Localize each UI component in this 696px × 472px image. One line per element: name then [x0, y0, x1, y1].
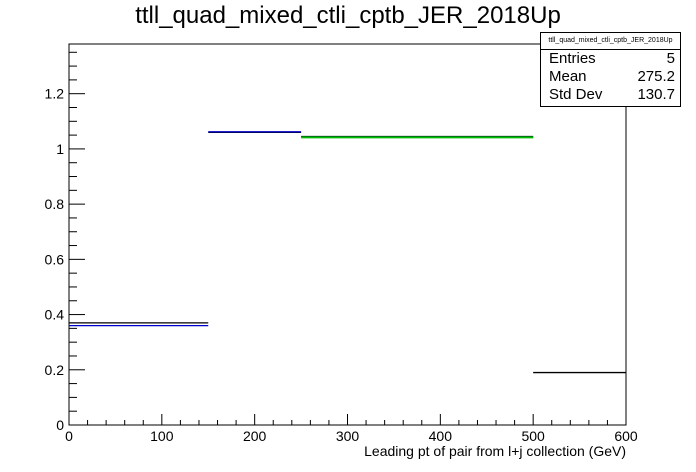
stats-title: ttll_quad_mixed_ctli_cptb_JER_2018Up — [541, 33, 680, 50]
y-tick-label: 0.2 — [45, 362, 65, 378]
x-tick-label: 600 — [614, 428, 638, 444]
stats-value: 5 — [666, 50, 675, 67]
y-tick-label: 0.6 — [45, 251, 65, 267]
stats-value: 130.7 — [637, 86, 675, 103]
y-tick-label: 0.8 — [45, 196, 65, 212]
chart-title: ttll_quad_mixed_ctli_cptb_JER_2018Up — [135, 2, 561, 29]
x-tick-label: 400 — [429, 428, 453, 444]
x-tick-label: 100 — [150, 428, 174, 444]
x-axis-label: Leading pt of pair from l+j collection (… — [364, 443, 626, 459]
x-axis-ticks: 0 100 200 300 400 500 600 — [65, 414, 638, 444]
x-tick-label: 300 — [336, 428, 360, 444]
y-tick-label: 0.4 — [45, 307, 65, 323]
x-tick-label: 200 — [243, 428, 267, 444]
stats-row-stddev: Std Dev 130.7 — [541, 86, 680, 104]
stats-row-entries: Entries 5 — [541, 50, 680, 68]
y-tick-label: 1 — [56, 141, 64, 157]
x-tick-label: 0 — [65, 428, 73, 444]
stats-label: Entries — [549, 50, 596, 67]
x-tick-label: 500 — [521, 428, 545, 444]
stats-label: Mean — [549, 68, 587, 85]
stats-row-mean: Mean 275.2 — [541, 68, 680, 86]
histogram-series — [69, 131, 626, 374]
stats-box: ttll_quad_mixed_ctli_cptb_JER_2018Up Ent… — [540, 32, 681, 107]
y-axis-ticks: 0 0.2 0.4 0.6 0.8 1 1.2 — [45, 51, 85, 433]
y-tick-label: 1.2 — [45, 86, 65, 102]
stats-label: Std Dev — [549, 86, 603, 103]
stats-value: 275.2 — [637, 68, 675, 85]
y-tick-label: 0 — [56, 417, 64, 433]
